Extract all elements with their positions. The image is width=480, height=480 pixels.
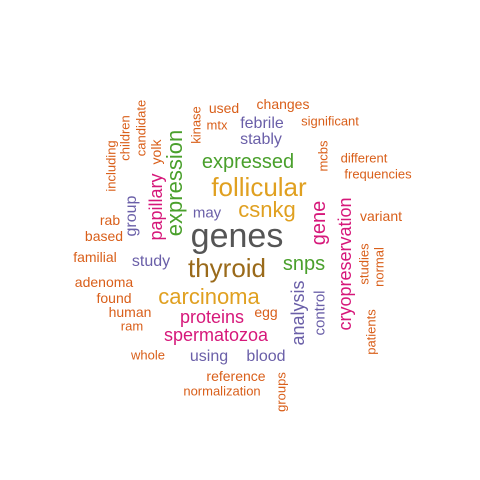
word-follicular: follicular — [211, 172, 307, 202]
word-control: control — [311, 290, 329, 336]
word-adenoma: adenoma — [74, 274, 134, 290]
word-study: study — [131, 253, 171, 270]
word-normal: normal — [371, 247, 387, 287]
word-used: used — [208, 100, 240, 116]
word-group: group — [123, 195, 140, 237]
word-using: using — [189, 348, 229, 365]
word-rab: rab — [99, 212, 121, 228]
word-carcinoma: carcinoma — [158, 284, 260, 309]
word-ram: ram — [120, 318, 144, 334]
word-mtx: mtx — [206, 117, 228, 133]
word-candidate: candidate — [133, 99, 149, 157]
word-snps: snps — [282, 253, 326, 275]
word-normalization: normalization — [183, 383, 261, 399]
word-different: different — [340, 150, 388, 166]
word-whole: whole — [131, 347, 165, 363]
word-analysis: analysis — [288, 280, 308, 346]
word-may: may — [192, 204, 222, 222]
word-reference: reference — [206, 368, 266, 384]
word-yolk: yolk — [148, 139, 164, 165]
word-febrile: febrile — [240, 115, 284, 132]
word-egg: egg — [254, 304, 278, 320]
word-groups: groups — [273, 372, 289, 412]
word-including: including — [103, 140, 119, 192]
word-expressed: expressed — [201, 151, 295, 173]
word-cryopreservation: cryopreservation — [335, 197, 355, 331]
word-stably: stably — [240, 131, 282, 148]
word-mcbs: mcbs — [315, 140, 331, 172]
word-significant: significant — [301, 113, 359, 129]
word-based: based — [84, 228, 124, 244]
word-changes: changes — [256, 96, 310, 112]
word-kinase: kinase — [188, 106, 204, 144]
word-variant: variant — [359, 208, 403, 224]
word-human: human — [108, 304, 152, 320]
word-proteins: proteins — [179, 307, 245, 327]
word-blood: blood — [246, 348, 286, 365]
word-frequencies: frequencies — [344, 166, 412, 182]
word-studies: studies — [356, 243, 372, 285]
word-gene: gene — [308, 200, 330, 246]
word-familial: familial — [73, 249, 117, 265]
word-thyroid: thyroid — [187, 253, 267, 283]
word-children: children — [117, 115, 133, 161]
word-patients: patients — [363, 309, 379, 355]
word-spermatozoa: spermatozoa — [163, 325, 269, 345]
word-papillary: papillary — [146, 173, 166, 241]
word-genes: genes — [190, 217, 284, 255]
word-expression: expression — [162, 129, 187, 237]
word-csnkg: csnkg — [238, 197, 296, 222]
word-found: found — [96, 290, 132, 306]
